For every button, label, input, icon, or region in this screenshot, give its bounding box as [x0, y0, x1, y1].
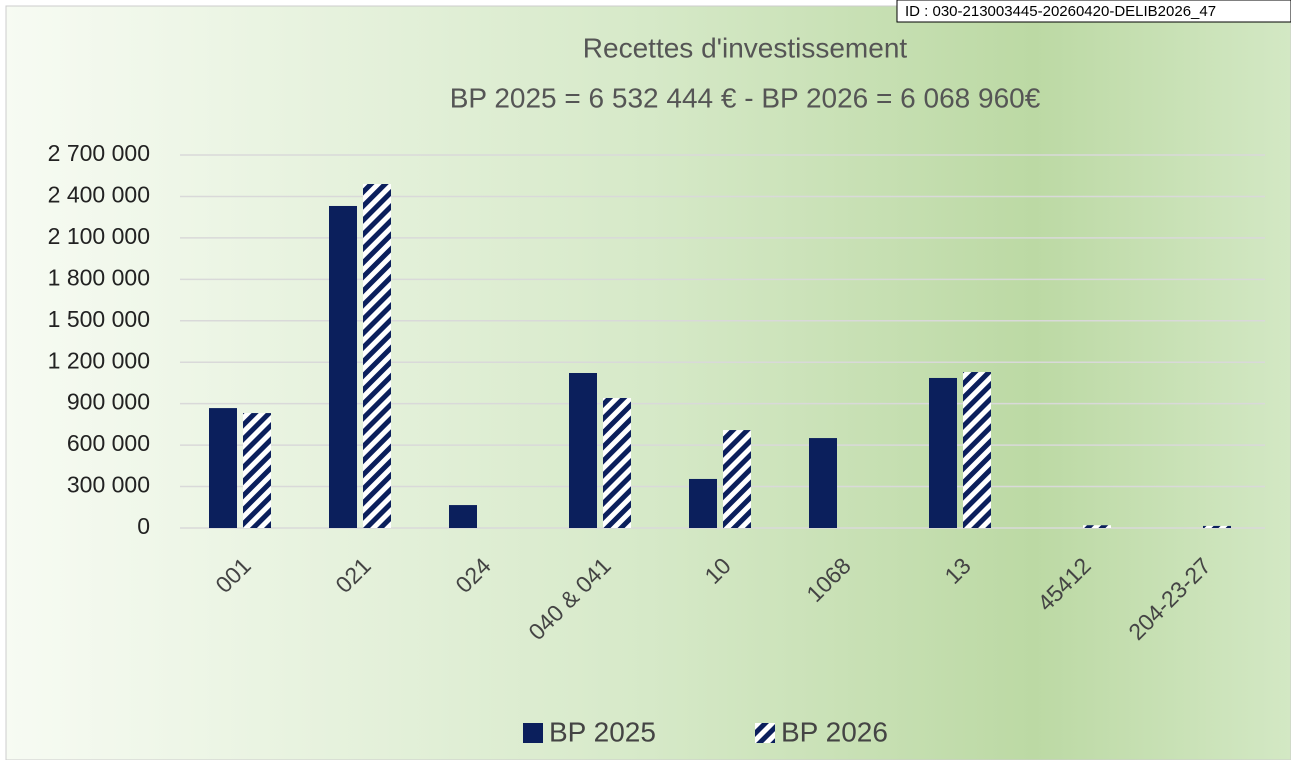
bar: [603, 398, 631, 528]
y-tick-label: 2 100 000: [48, 223, 150, 249]
bar: [723, 430, 751, 528]
y-tick-label: 0: [137, 513, 150, 539]
y-tick-label: 600 000: [67, 430, 150, 456]
y-tick-label: 300 000: [67, 472, 150, 498]
y-tick-label: 1 200 000: [48, 347, 150, 373]
legend-swatch: [523, 723, 543, 743]
legend-label: BP 2025: [549, 716, 656, 747]
background: [5, 5, 1291, 760]
bar: [449, 505, 477, 528]
id-box: [896, 0, 1291, 23]
bar: [689, 478, 717, 528]
id-label: ID : 030-213003445-20260420-DELIB2026_47: [905, 3, 1216, 20]
chart-title: Recettes d'investissement: [583, 32, 908, 63]
y-tick-label: 1 500 000: [48, 306, 150, 332]
y-tick-label: 2 400 000: [48, 182, 150, 208]
y-tick-label: 900 000: [67, 389, 150, 415]
bar: [929, 377, 957, 528]
bar: [243, 413, 271, 528]
bar: [209, 408, 237, 528]
bar: [569, 372, 597, 528]
legend-swatch: [755, 723, 775, 743]
bar: [1083, 525, 1111, 528]
bar: [1203, 525, 1231, 528]
bar: [363, 184, 391, 528]
y-tick-label: 2 700 000: [48, 140, 150, 166]
bar: [963, 372, 991, 528]
chart-subtitle: BP 2025 = 6 532 444 € - BP 2026 = 6 068 …: [450, 82, 1041, 113]
bar: [809, 438, 837, 528]
y-tick-label: 1 800 000: [48, 264, 150, 290]
bar: [329, 205, 357, 528]
legend-label: BP 2026: [781, 716, 888, 747]
